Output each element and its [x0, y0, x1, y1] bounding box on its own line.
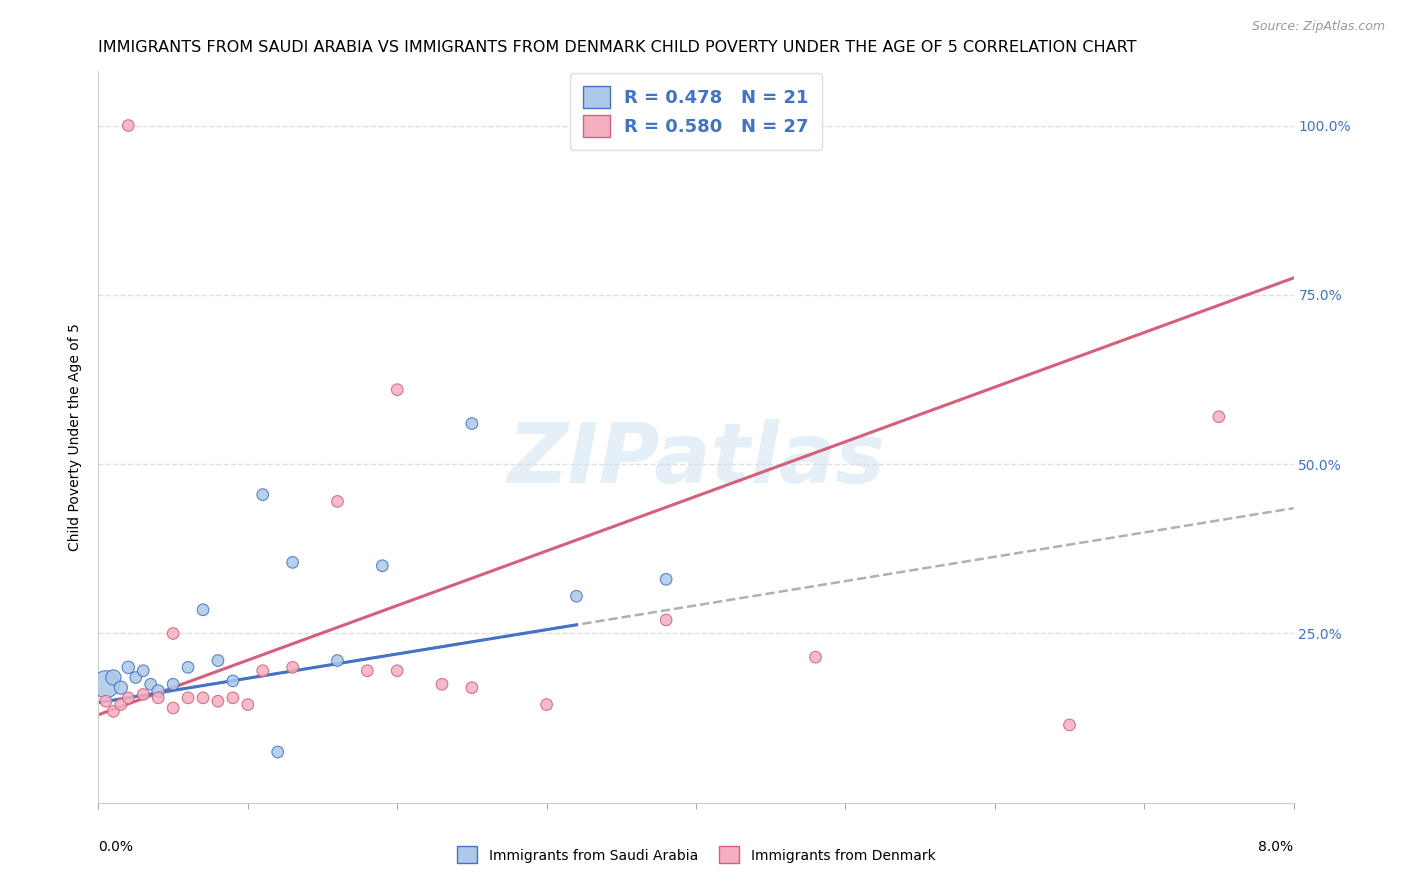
- Point: [148, 690, 170, 705]
- Y-axis label: Child Poverty Under the Age of 5: Child Poverty Under the Age of 5: [69, 323, 83, 551]
- Point: [117, 660, 139, 674]
- Point: [94, 694, 117, 708]
- Text: 8.0%: 8.0%: [1258, 840, 1294, 855]
- Point: [252, 488, 274, 502]
- Point: [252, 664, 274, 678]
- Point: [281, 555, 304, 569]
- Point: [267, 745, 290, 759]
- Point: [177, 690, 200, 705]
- Text: ZIPatlas: ZIPatlas: [508, 418, 884, 500]
- Point: [125, 671, 148, 685]
- Point: [385, 383, 409, 397]
- Point: [1208, 409, 1230, 424]
- Text: 0.0%: 0.0%: [98, 840, 134, 855]
- Legend: Immigrants from Saudi Arabia, Immigrants from Denmark: Immigrants from Saudi Arabia, Immigrants…: [451, 841, 941, 869]
- Point: [110, 681, 132, 695]
- Point: [177, 660, 200, 674]
- Point: [103, 671, 125, 685]
- Point: [191, 690, 214, 705]
- Point: [191, 603, 214, 617]
- Point: [110, 698, 132, 712]
- Point: [117, 119, 139, 133]
- Point: [148, 684, 170, 698]
- Point: [371, 558, 394, 573]
- Point: [804, 650, 827, 665]
- Point: [162, 626, 184, 640]
- Point: [103, 705, 125, 719]
- Point: [1059, 718, 1081, 732]
- Point: [461, 417, 484, 431]
- Point: [536, 698, 558, 712]
- Text: Source: ZipAtlas.com: Source: ZipAtlas.com: [1251, 20, 1385, 33]
- Point: [207, 694, 229, 708]
- Point: [430, 677, 453, 691]
- Point: [207, 654, 229, 668]
- Point: [281, 660, 304, 674]
- Point: [94, 677, 117, 691]
- Point: [565, 589, 588, 603]
- Point: [236, 698, 259, 712]
- Point: [655, 613, 678, 627]
- Text: IMMIGRANTS FROM SAUDI ARABIA VS IMMIGRANTS FROM DENMARK CHILD POVERTY UNDER THE : IMMIGRANTS FROM SAUDI ARABIA VS IMMIGRAN…: [98, 40, 1137, 55]
- Point: [132, 664, 155, 678]
- Point: [326, 494, 349, 508]
- Point: [162, 701, 184, 715]
- Point: [356, 664, 378, 678]
- Point: [132, 688, 155, 702]
- Point: [655, 572, 678, 586]
- Point: [117, 690, 139, 705]
- Point: [461, 681, 484, 695]
- Point: [162, 677, 184, 691]
- Point: [222, 673, 245, 688]
- Point: [139, 677, 162, 691]
- Point: [326, 654, 349, 668]
- Point: [385, 664, 409, 678]
- Point: [222, 690, 245, 705]
